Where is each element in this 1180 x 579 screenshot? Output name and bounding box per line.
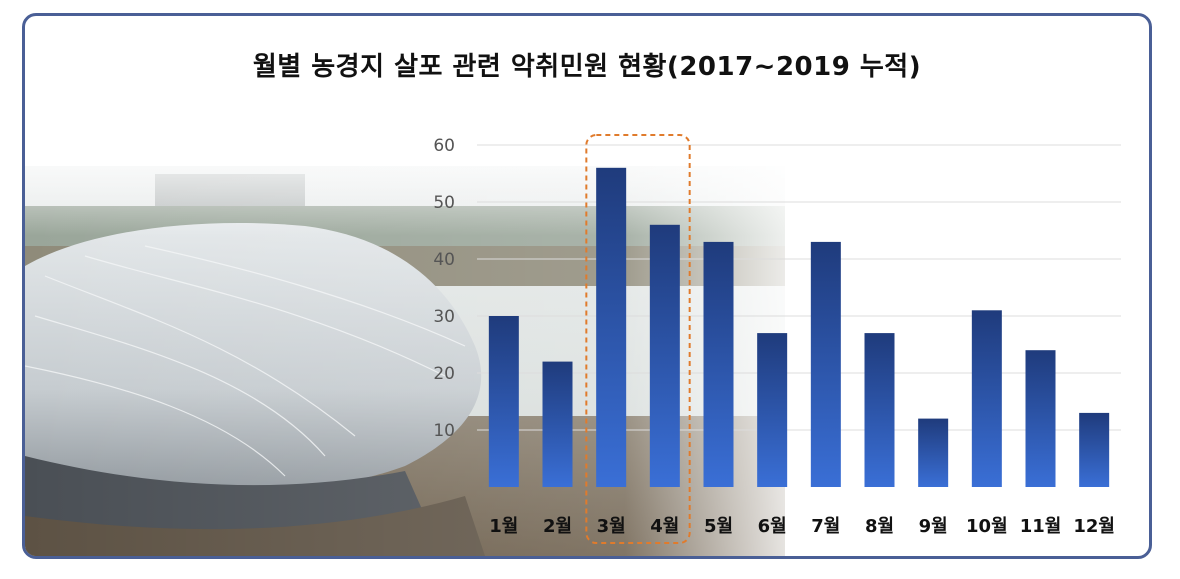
x-category-label: 10월 [966,516,1008,537]
x-category-label: 7월 [811,516,840,537]
bar-11 [1025,350,1056,487]
bars [488,167,1110,488]
bar-9 [918,418,949,487]
chart-frame: 월별 농경지 살포 관련 악취민원 현황(2017~2019 누적) 10 20 3… [22,13,1152,559]
bar-5 [703,241,734,487]
bar-1 [488,316,519,487]
y-tick-label: 50 [433,193,455,213]
x-category-label: 5월 [704,516,733,537]
x-category-label: 3월 [597,516,626,537]
x-category-label: 11월 [1020,516,1062,537]
y-tick-label: 60 [433,136,455,156]
bar-4 [649,224,680,488]
x-category-label: 9월 [919,516,948,537]
x-axis: 1월 2월 3월 4월 5월 6월 7월 8월 9월 10월 11월 12월 [489,516,1115,537]
x-category-label: 6월 [758,516,787,537]
highlight-box [585,134,691,544]
y-axis: 10 20 30 40 50 60 [433,136,455,441]
x-category-label: 4월 [650,516,679,537]
bar-7 [810,241,841,487]
chart-title: 월별 농경지 살포 관련 악취민원 현황(2017~2019 누적) [252,52,922,82]
bar-12 [1079,412,1110,487]
y-tick-label: 40 [433,250,455,270]
bar-2 [542,361,573,487]
x-category-label: 2월 [543,516,572,537]
x-category-label: 12월 [1073,516,1115,537]
y-tick-label: 20 [433,364,455,384]
bar-8 [864,333,895,487]
bar-chart: 10 20 30 40 50 60 1월 2월 3월 4월 5월 6월 7월 8월 9월 10월 11월 12월 [433,134,1121,544]
y-tick-label: 10 [433,421,455,441]
x-category-label: 8월 [865,516,894,537]
bar-10 [971,310,1002,487]
y-tick-label: 30 [433,307,455,327]
gridlines [477,144,1121,431]
x-category-label: 1월 [489,516,518,537]
bar-3 [596,167,627,488]
bar-6 [757,333,788,487]
